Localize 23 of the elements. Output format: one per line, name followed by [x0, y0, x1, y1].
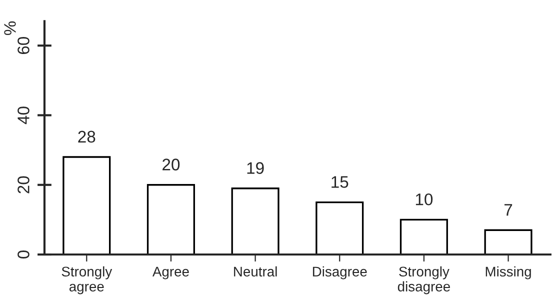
- y-tick-label: 20: [18, 176, 30, 194]
- y-tick-label: 40: [18, 106, 30, 124]
- y-axis-title: %: [4, 21, 16, 36]
- data-label: 7: [504, 204, 512, 216]
- data-label: 28: [78, 130, 96, 143]
- bar: [62, 156, 111, 255]
- bar: [146, 184, 195, 255]
- bar: [231, 188, 280, 255]
- x-tick-label: Strongly agree: [62, 266, 112, 294]
- x-tick-label: Missing: [486, 266, 531, 280]
- data-label: 15: [332, 176, 348, 188]
- bar: [400, 218, 448, 255]
- x-tick-label: Agree: [152, 266, 189, 280]
- data-label: 20: [162, 158, 180, 170]
- data-label: 19: [247, 162, 264, 174]
- x-tick-label: Neutral: [234, 266, 277, 277]
- y-tick-label: 0: [18, 250, 30, 259]
- data-label: 10: [416, 193, 433, 206]
- bar: [484, 229, 532, 255]
- x-tick-label: Disagree: [312, 266, 367, 280]
- bar: [316, 201, 364, 255]
- y-tick-label: 60: [18, 36, 30, 54]
- x-tick-label: Strongly disagree: [398, 266, 450, 294]
